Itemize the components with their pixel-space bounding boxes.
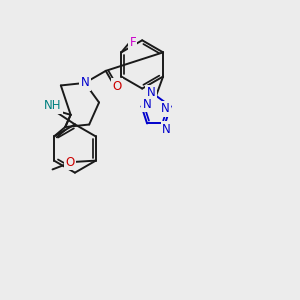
Text: F: F [129, 36, 136, 49]
Text: N: N [160, 102, 169, 115]
Text: O: O [66, 156, 75, 169]
Text: NH: NH [44, 100, 61, 112]
Text: N: N [142, 98, 151, 110]
Text: N: N [162, 123, 171, 136]
Text: N: N [80, 76, 89, 89]
Text: O: O [112, 80, 122, 93]
Text: N: N [146, 86, 155, 99]
